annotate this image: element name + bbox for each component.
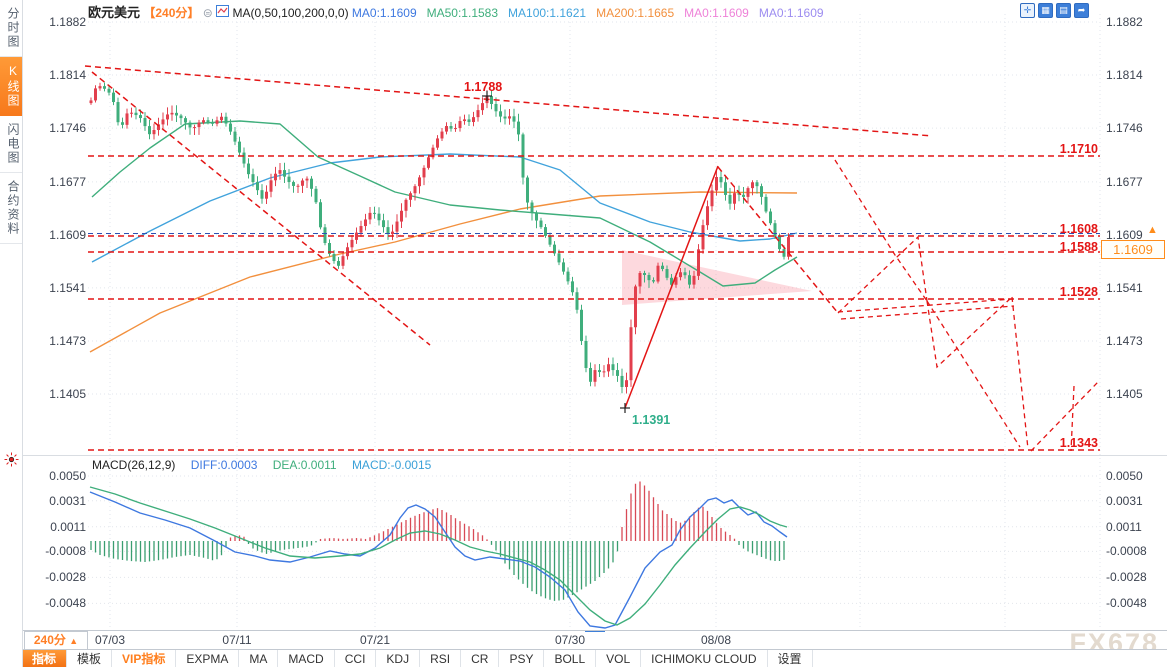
left-axis-label: 1.1746 [49,121,86,135]
level-label-1.1343: 1.1343 [1059,436,1098,450]
crosshair-tool-icon[interactable]: ✛ [1020,3,1035,18]
left-axis-label: 1.1814 [49,68,86,82]
date-tick-07/03: 07/03 [94,633,126,647]
ma-legend: MA0:1.1609 MA50:1.1583 MA100:1.1621 MA200:1… [352,6,834,20]
toolbar-tab-设置[interactable]: 设置 [768,650,813,667]
price-annotation-1.1391: 1.1391 [632,413,671,427]
right-axis-label: 1.1677 [1106,175,1143,189]
left-axis-label: 1.1677 [49,175,86,189]
left-axis-label: -0.0028 [45,570,86,584]
left-axis-label: 0.0050 [49,469,86,483]
header: 欧元美元 【240分】 ⊜ MA(0,50,100,200,0,0) MA0:1… [88,2,834,20]
left-axis-label: 0.0011 [50,520,86,534]
chart-panel-icon[interactable]: ▤ [1056,3,1071,18]
right-axis-label: 1.1882 [1106,15,1143,29]
grid-layout-icon[interactable]: ▦ [1038,3,1053,18]
level-label-1.1528: 1.1528 [1059,285,1098,299]
left-axis-label: 1.1882 [49,15,86,29]
date-tick-08/08: 08/08 [700,633,732,647]
level-label-1.1608: 1.1608 [1059,222,1098,236]
macd-value: MACD:-0.0015 [351,458,432,472]
left-axis-label: -0.0048 [45,596,86,610]
ma-legend-item-1: MA50:1.1583 [426,6,499,20]
date-tick-07/11: 07/11 [222,633,252,647]
indicator-chart-icon[interactable] [216,5,230,20]
toolbar-tab-RSI[interactable]: RSI [420,650,462,667]
date-tick-07/21: 07/21 [359,633,391,647]
current-price-tag: 1.1609 [1101,240,1165,259]
axis-divider [22,630,1167,631]
left-axis-label: 1.1541 [49,281,86,295]
left-axis-label: 1.1609 [49,228,86,242]
ma-formula: MA(0,50,100,200,0,0) [232,6,349,20]
indicator-settings-icon[interactable] [4,452,19,472]
left-axis-label: 1.1405 [49,387,86,401]
toolbar-tab-指标[interactable]: 指标 [22,650,68,667]
left-axis-label: 0.0031 [49,494,86,508]
pop-out-icon[interactable]: ➦ [1074,3,1089,18]
toolbar-tab-EXPMA[interactable]: EXPMA [176,650,240,667]
sidebar-tab-0[interactable]: 分时图 [0,0,22,57]
right-axis-label: 0.0050 [1106,469,1143,483]
dea-value: DEA:0.0011 [272,458,337,472]
toolbar-tab-模板[interactable]: 模板 [67,650,113,667]
price-annotation-1.1788: 1.1788 [464,80,503,94]
macd-header: MACD(26,12,9) DIFF:0.0003 DEA:0.0011 MAC… [92,458,443,472]
toolbar-tab-CR[interactable]: CR [461,650,500,667]
sidebar-tab-2[interactable]: 闪电图 [0,116,22,173]
toolbar-tab-MACD[interactable]: MACD [278,650,335,667]
toolbar-tab-ICHIMOKU CLOUD[interactable]: ICHIMOKU CLOUD [641,650,768,667]
toolbar-tab-KDJ[interactable]: KDJ [376,650,421,667]
level-label-1.1710: 1.1710 [1059,142,1098,156]
sidebar-tab-3[interactable]: 合约资料 [0,173,22,244]
ma-legend-item-3: MA200:1.1665 [596,6,675,20]
right-axis-label: 1.1405 [1106,387,1143,401]
sidebar: 分时图 K线图 闪电图 合约资料 [0,0,23,667]
toolbar-tab-VIP指标[interactable]: VIP指标 [112,650,177,667]
right-axis-label: 1.1541 [1106,281,1143,295]
right-axis-label: -0.0028 [1106,570,1147,584]
symbol-title: 欧元美元 [88,5,141,20]
right-axis-label: 1.1473 [1106,334,1143,348]
toolbar-tab-BOLL[interactable]: BOLL [544,650,597,667]
toolbar-tab-MA[interactable]: MA [239,650,279,667]
ma-legend-item-0: MA0:1.1609 [351,6,417,20]
ma-legend-item-5: MA0:1.1609 [758,6,824,20]
right-axis-label: 0.0031 [1106,494,1143,508]
toolbar-tab-PSY[interactable]: PSY [499,650,545,667]
left-axis-label: 1.1473 [49,334,86,348]
date-tick-07/30: 07/30 [554,633,586,647]
window-tool-icons: ✛ ▦ ▤ ➦ [1017,3,1089,18]
right-axis-label: -0.0008 [1106,544,1147,558]
price-up-arrow-icon: ▲ [1147,224,1158,236]
right-axis-label: 1.1609 [1106,228,1143,242]
right-axis-label: -0.0048 [1106,596,1147,610]
macd-title: MACD(26,12,9) [92,458,176,472]
indicator-toolbar: 指标 模板 VIP指标 EXPMA MA MACD CCI KDJ RSI CR PSY BOLL VO… [22,649,1167,667]
right-axis-label: 0.0011 [1106,520,1142,534]
pane-divider[interactable] [22,455,1167,456]
toolbar-tab-CCI[interactable]: CCI [335,650,377,667]
link-icon[interactable]: ⊜ [202,6,213,20]
level-label-1.1588: 1.1588 [1059,240,1098,254]
right-axis-label: 1.1746 [1106,121,1143,135]
sidebar-tab-1[interactable]: K线图 [0,57,22,116]
ma-legend-item-4: MA0:1.1609 [684,6,749,20]
interval-up-arrow-icon: ▲ [69,636,79,646]
interval-selector[interactable]: 240分 ▲ [24,631,88,650]
diff-value: DIFF:0.0003 [190,458,258,472]
toolbar-tab-VOL[interactable]: VOL [596,650,642,667]
ma-legend-item-2: MA100:1.1621 [508,6,587,20]
left-axis-label: -0.0008 [45,544,86,558]
interval-label[interactable]: 【240分】 [143,6,200,20]
right-axis-label: 1.1814 [1106,68,1143,82]
